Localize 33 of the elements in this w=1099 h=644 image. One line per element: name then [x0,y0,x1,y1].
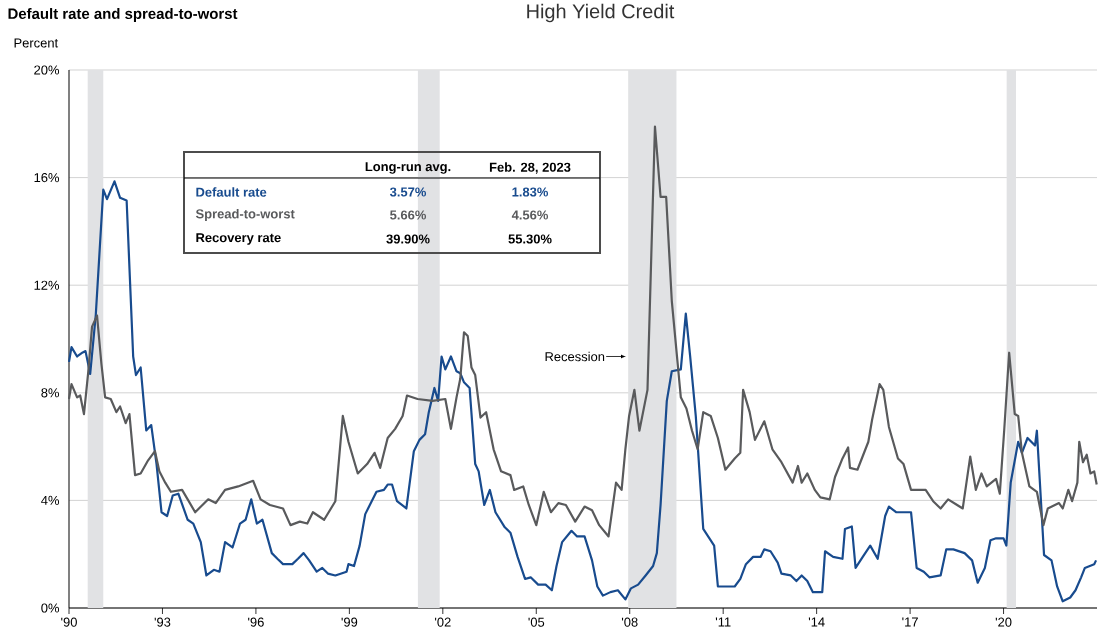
band-label: Recession [545,351,605,362]
x-tick-label: '93 [154,617,171,627]
annotation: Recovery rate [196,233,281,245]
annotation: 1.83% [512,187,549,197]
x-tick-label: '17 [902,617,918,627]
y-tick-label: 12% [34,280,60,290]
annotation: 3.57% [389,187,427,197]
annotation: 4.56% [511,210,549,220]
y-axis-title: Percent [14,38,59,48]
x-tick-label: '02 [435,617,451,627]
y-tick-label: 20% [34,65,60,75]
x-tick-label: '08 [621,617,638,627]
x-tick-label: '14 [808,617,825,627]
annotation: 55.30% [508,234,552,244]
annotation: 5.66% [390,210,427,220]
annotation: Long-run avg. [365,162,451,174]
chart-subtitle: High Yield Credit [527,3,675,23]
x-tick-label: '20 [995,617,1012,627]
chart-title: Default rate and spread-to-worst [8,8,238,22]
x-tick-label: '05 [528,617,545,627]
y-tick-label: 8% [41,388,60,398]
y-tick-label: 16% [34,173,60,183]
y-tick-label: 0% [41,603,60,613]
y-tick-label: 4% [41,495,60,505]
x-tick-label: '96 [248,617,264,627]
line-series [67,125,1098,538]
annotation: 39.90% [386,234,430,244]
text: Default rate [196,187,267,197]
x-tick-label: '11 [715,617,731,627]
text: Spread-to-worst [195,208,295,222]
x-tick-label: '90 [61,617,77,627]
annotation: Feb. 28, 2023 [489,162,571,174]
x-tick-label: '99 [341,617,358,627]
